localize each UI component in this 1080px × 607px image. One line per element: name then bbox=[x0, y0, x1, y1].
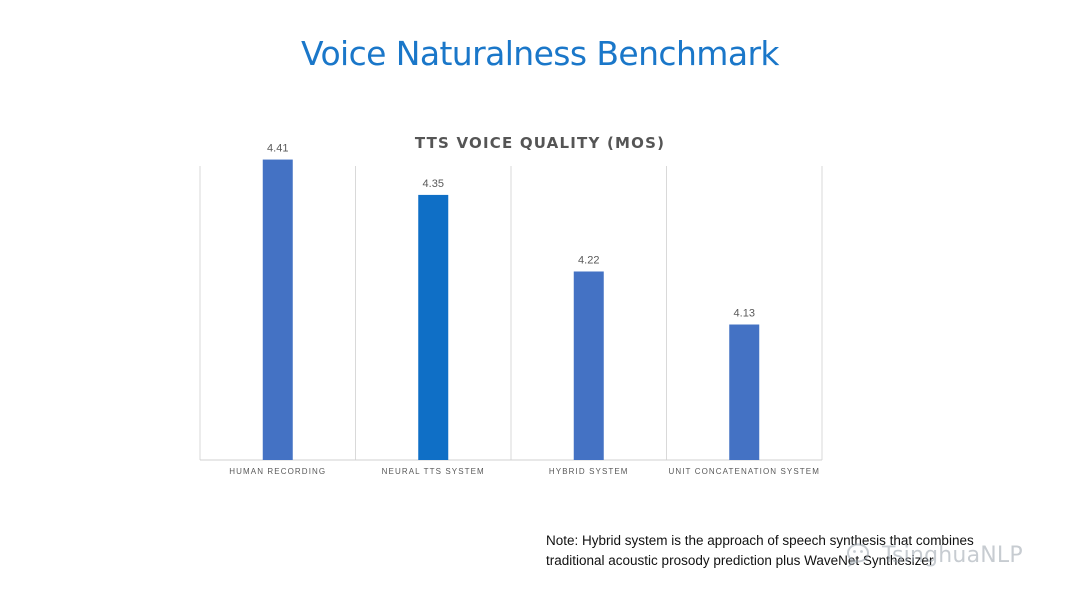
footnote: Note: Hybrid system is the approach of s… bbox=[546, 531, 1066, 571]
data-label: 4.13 bbox=[734, 308, 755, 320]
slide-title: Voice Naturalness Benchmark bbox=[301, 34, 779, 73]
chart-title: TTS VOICE QUALITY (MOS) bbox=[414, 134, 666, 152]
data-label: 4.35 bbox=[423, 178, 444, 190]
bar bbox=[418, 194, 449, 460]
bar bbox=[729, 324, 760, 460]
bar bbox=[262, 159, 293, 460]
watermark-text: TsinghuaNLP bbox=[882, 542, 1023, 568]
data-label: 4.41 bbox=[267, 143, 288, 155]
footnote-line-1: Note: Hybrid system is the approach of s… bbox=[546, 533, 974, 548]
data-label: 4.22 bbox=[578, 254, 599, 266]
watermark: TsinghuaNLP bbox=[846, 542, 1023, 568]
category-label: UNIT CONCATENATION SYSTEM bbox=[668, 467, 820, 476]
category-label: NEURAL TTS SYSTEM bbox=[382, 467, 485, 476]
category-label: HYBRID SYSTEM bbox=[549, 467, 629, 476]
footnote-line-2: traditional acoustic prosody prediction … bbox=[546, 553, 934, 568]
category-label: HUMAN RECORDING bbox=[229, 467, 326, 476]
wechat-icon bbox=[847, 543, 869, 568]
bar bbox=[573, 271, 604, 460]
